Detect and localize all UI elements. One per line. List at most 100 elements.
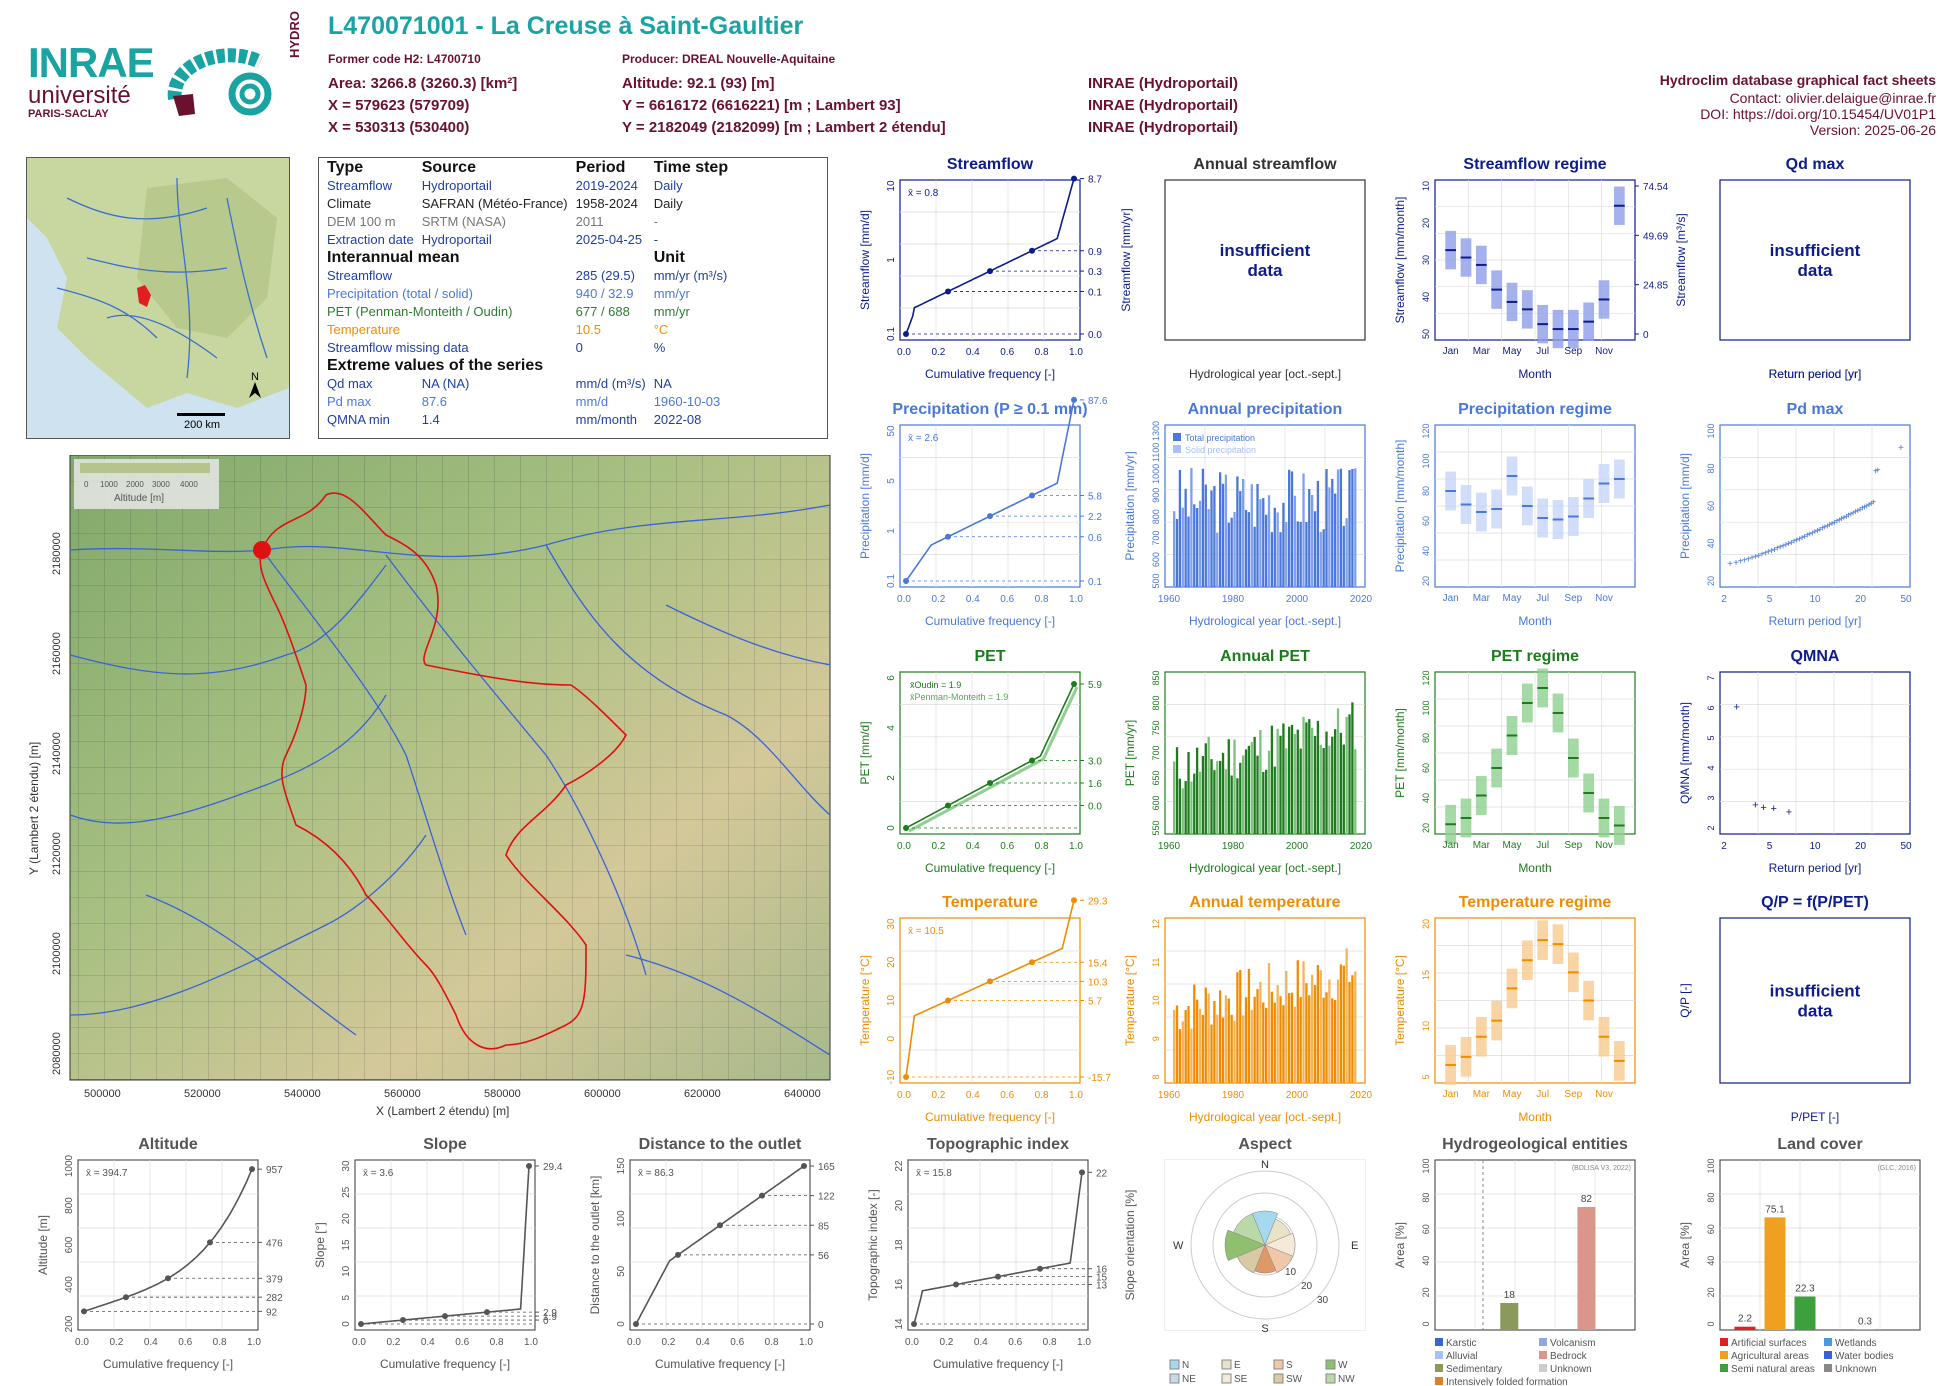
annual-bar <box>1181 1021 1184 1083</box>
xtick: 0.6 <box>1000 347 1014 358</box>
ytick: 1 <box>886 528 897 534</box>
qd_max-xlabel: Return period [yr] <box>1769 367 1862 381</box>
bigmap-ylabel: Y (Lambert 2 étendu) [m] <box>27 742 41 875</box>
qmna-title: QMNA <box>1791 648 1840 665</box>
month-tick: Mar <box>1473 840 1491 851</box>
annual-bar <box>1193 984 1196 1083</box>
ytick: 15 <box>341 1239 352 1251</box>
annual-bar <box>1331 998 1334 1083</box>
ytick: 40 <box>1421 793 1431 803</box>
annual-bar <box>1285 970 1288 1083</box>
xtick: 1.0 <box>1077 1337 1091 1348</box>
legend-label: Water bodies <box>1835 1351 1894 1362</box>
ytick: 2180000 <box>51 532 63 575</box>
right-tick: 282 <box>266 1293 283 1304</box>
quantile-point <box>249 1166 255 1173</box>
annual-bar <box>1276 728 1279 834</box>
annual-bar <box>1351 468 1354 587</box>
annual-bar <box>1213 770 1216 834</box>
annual-bar <box>1351 702 1354 834</box>
annual-bar <box>1313 511 1317 587</box>
annual-bar <box>1299 996 1302 1083</box>
annual_temp-ylabel: Temperature [°C] <box>1123 955 1137 1046</box>
aspect-sector <box>1264 1218 1292 1246</box>
annual-bar <box>1233 511 1236 587</box>
regime-box <box>1613 459 1625 499</box>
annual-bar <box>1322 997 1325 1083</box>
pd_max-frame <box>1719 424 1911 588</box>
qmna-point: + <box>1786 806 1792 818</box>
regime-box <box>1506 456 1518 496</box>
ytick: 20 <box>1706 1287 1716 1297</box>
quantile-point <box>953 1281 959 1288</box>
source-2: INRAE (Hydroportail) <box>1088 97 1238 114</box>
annual-bar <box>1316 720 1320 834</box>
pdmax-point: + <box>1807 530 1813 541</box>
precip-ylabel: Precipitation [mm/d] <box>858 453 872 559</box>
altitude: Altitude: 92.1 (93) [m] <box>622 75 775 92</box>
annual-bar <box>1239 969 1242 1083</box>
ytick: 0 <box>1421 1321 1431 1326</box>
month-tick: Jul <box>1536 593 1549 604</box>
distance-xlabel: Cumulative frequency [-] <box>655 1357 785 1371</box>
streamflow-y2label: Streamflow [mm/yr] <box>1119 208 1133 311</box>
regime-box <box>1537 304 1549 344</box>
quantile-point <box>995 1273 1001 1280</box>
pdmax-point: + <box>1866 500 1872 511</box>
ytick: 2 <box>1706 825 1716 830</box>
pdmax-point: + <box>1768 546 1774 557</box>
regime-box <box>1445 230 1457 270</box>
annual-bar <box>1265 1007 1268 1083</box>
xtick: 0.8 <box>765 1337 779 1348</box>
temperature-frame <box>899 917 1081 1084</box>
hydrogeo-ylabel: Area [%] <box>1393 1222 1407 1268</box>
annual-bar <box>1216 532 1219 587</box>
annual-bar <box>1305 521 1308 587</box>
topo-title: Topographic index <box>927 1136 1069 1153</box>
hydro-logo-graphic <box>167 48 272 116</box>
legend-swatch <box>1169 1359 1180 1370</box>
ytick: 0 <box>341 1321 352 1327</box>
quantile-point <box>1029 247 1035 254</box>
legend-swatch <box>1435 1364 1443 1372</box>
annual-bar <box>1236 972 1239 1083</box>
ytick: 0 <box>886 825 897 831</box>
xtick: 1980 <box>1222 841 1245 852</box>
annual_precip-panel: Annual precipitation Hydrological year [o… <box>1123 401 1373 628</box>
source-note: (GLC, 2016) <box>1877 1165 1916 1172</box>
xtick: 0.6 <box>1000 594 1014 605</box>
annual-bar <box>1336 708 1340 834</box>
right-tick: 8.7 <box>1088 175 1102 186</box>
annual-bar <box>1348 981 1351 1083</box>
annual-bar <box>1342 525 1345 587</box>
altitude-panel: Altitude Cumulative frequency [-] Altitude… <box>36 1136 283 1371</box>
annual-bar <box>1184 781 1187 834</box>
mean-label: x̄ = 15.8 <box>916 1168 952 1179</box>
cell: 10.5 <box>575 322 601 337</box>
pdmax-point: + <box>1864 501 1870 512</box>
ytick: 40 <box>1421 292 1431 302</box>
ytick: 60 <box>1421 763 1431 773</box>
qmna-frame <box>1719 671 1911 835</box>
month-tick: Mar <box>1473 593 1491 604</box>
ytick: 800 <box>64 1197 75 1214</box>
ytick: -10 <box>886 1069 897 1084</box>
month-tick: Jan <box>1443 840 1459 851</box>
annual-bar <box>1296 521 1299 587</box>
ytick: 50 <box>886 425 897 437</box>
month-tick: Nov <box>1595 840 1613 851</box>
annual-bar <box>1336 469 1340 587</box>
ytick: 60 <box>1706 501 1716 511</box>
legend-swatch <box>1824 1351 1832 1359</box>
annual-bar <box>1244 997 1248 1083</box>
streamflow_regime-xlabel: Month <box>1518 367 1551 381</box>
legend-swatch <box>1273 1359 1284 1370</box>
month-tick: Jan <box>1443 593 1459 604</box>
right-tick: 10.3 <box>1088 977 1108 988</box>
db-title: Hydroclim database graphical fact sheets <box>1659 72 1936 88</box>
legend-label: Unknown <box>1835 1364 1877 1375</box>
ytick: 10 <box>886 180 897 192</box>
regime-box <box>1613 806 1625 845</box>
xtick: 640000 <box>784 1088 821 1100</box>
table-row: Temperature 10.5 °C <box>323 321 732 339</box>
